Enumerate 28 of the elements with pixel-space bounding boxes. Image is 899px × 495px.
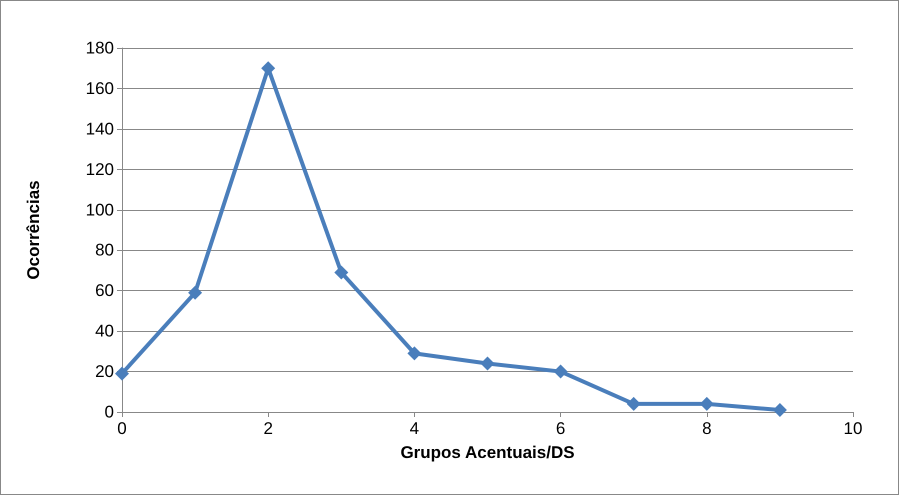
- x-tick-label: 8: [702, 419, 712, 438]
- y-tick-label: 120: [86, 160, 114, 179]
- y-tick-label: 0: [104, 402, 114, 422]
- y-tick-label: 40: [95, 322, 114, 341]
- point: [480, 356, 494, 370]
- y-tick-label: 100: [86, 200, 114, 220]
- x-tick-label: 0: [117, 419, 127, 438]
- point: [334, 265, 348, 280]
- y-tick-label: 160: [86, 78, 114, 98]
- point: [700, 396, 714, 411]
- x-tick-label: 10: [844, 419, 862, 438]
- y-tick-label: 20: [95, 362, 114, 382]
- x-tick-label: 2: [263, 419, 273, 438]
- x-axis-title: Grupos Acentuais/DS: [400, 443, 575, 462]
- point: [115, 366, 129, 381]
- point: [554, 364, 568, 379]
- y-tick-label: 180: [86, 38, 114, 58]
- point: [188, 286, 202, 300]
- point: [772, 402, 787, 417]
- point: [261, 61, 276, 76]
- y-axis-title: Ocorrências: [24, 180, 43, 280]
- x-tick-label: 4: [410, 419, 420, 438]
- y-tick-label: 80: [95, 240, 114, 260]
- x-tick-label: 6: [556, 419, 566, 438]
- point: [407, 346, 422, 360]
- y-tick-label: 140: [86, 119, 114, 138]
- y-tick-label: 60: [95, 281, 114, 300]
- point: [626, 396, 641, 411]
